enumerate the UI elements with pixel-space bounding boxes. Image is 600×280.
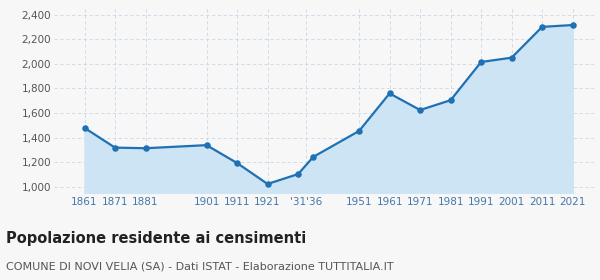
Point — [141, 146, 151, 150]
Point — [385, 91, 394, 96]
Point — [446, 98, 455, 102]
Point — [308, 155, 318, 159]
Text: Popolazione residente ai censimenti: Popolazione residente ai censimenti — [6, 231, 306, 246]
Point — [232, 161, 242, 165]
Point — [476, 60, 486, 64]
Point — [538, 25, 547, 29]
Point — [263, 182, 272, 186]
Point — [354, 129, 364, 133]
Point — [110, 145, 120, 150]
Point — [415, 108, 425, 112]
Text: COMUNE DI NOVI VELIA (SA) - Dati ISTAT - Elaborazione TUTTITALIA.IT: COMUNE DI NOVI VELIA (SA) - Dati ISTAT -… — [6, 262, 394, 272]
Point — [568, 23, 577, 27]
Point — [80, 126, 89, 130]
Point — [507, 55, 517, 60]
Point — [202, 143, 211, 147]
Point — [293, 172, 303, 176]
